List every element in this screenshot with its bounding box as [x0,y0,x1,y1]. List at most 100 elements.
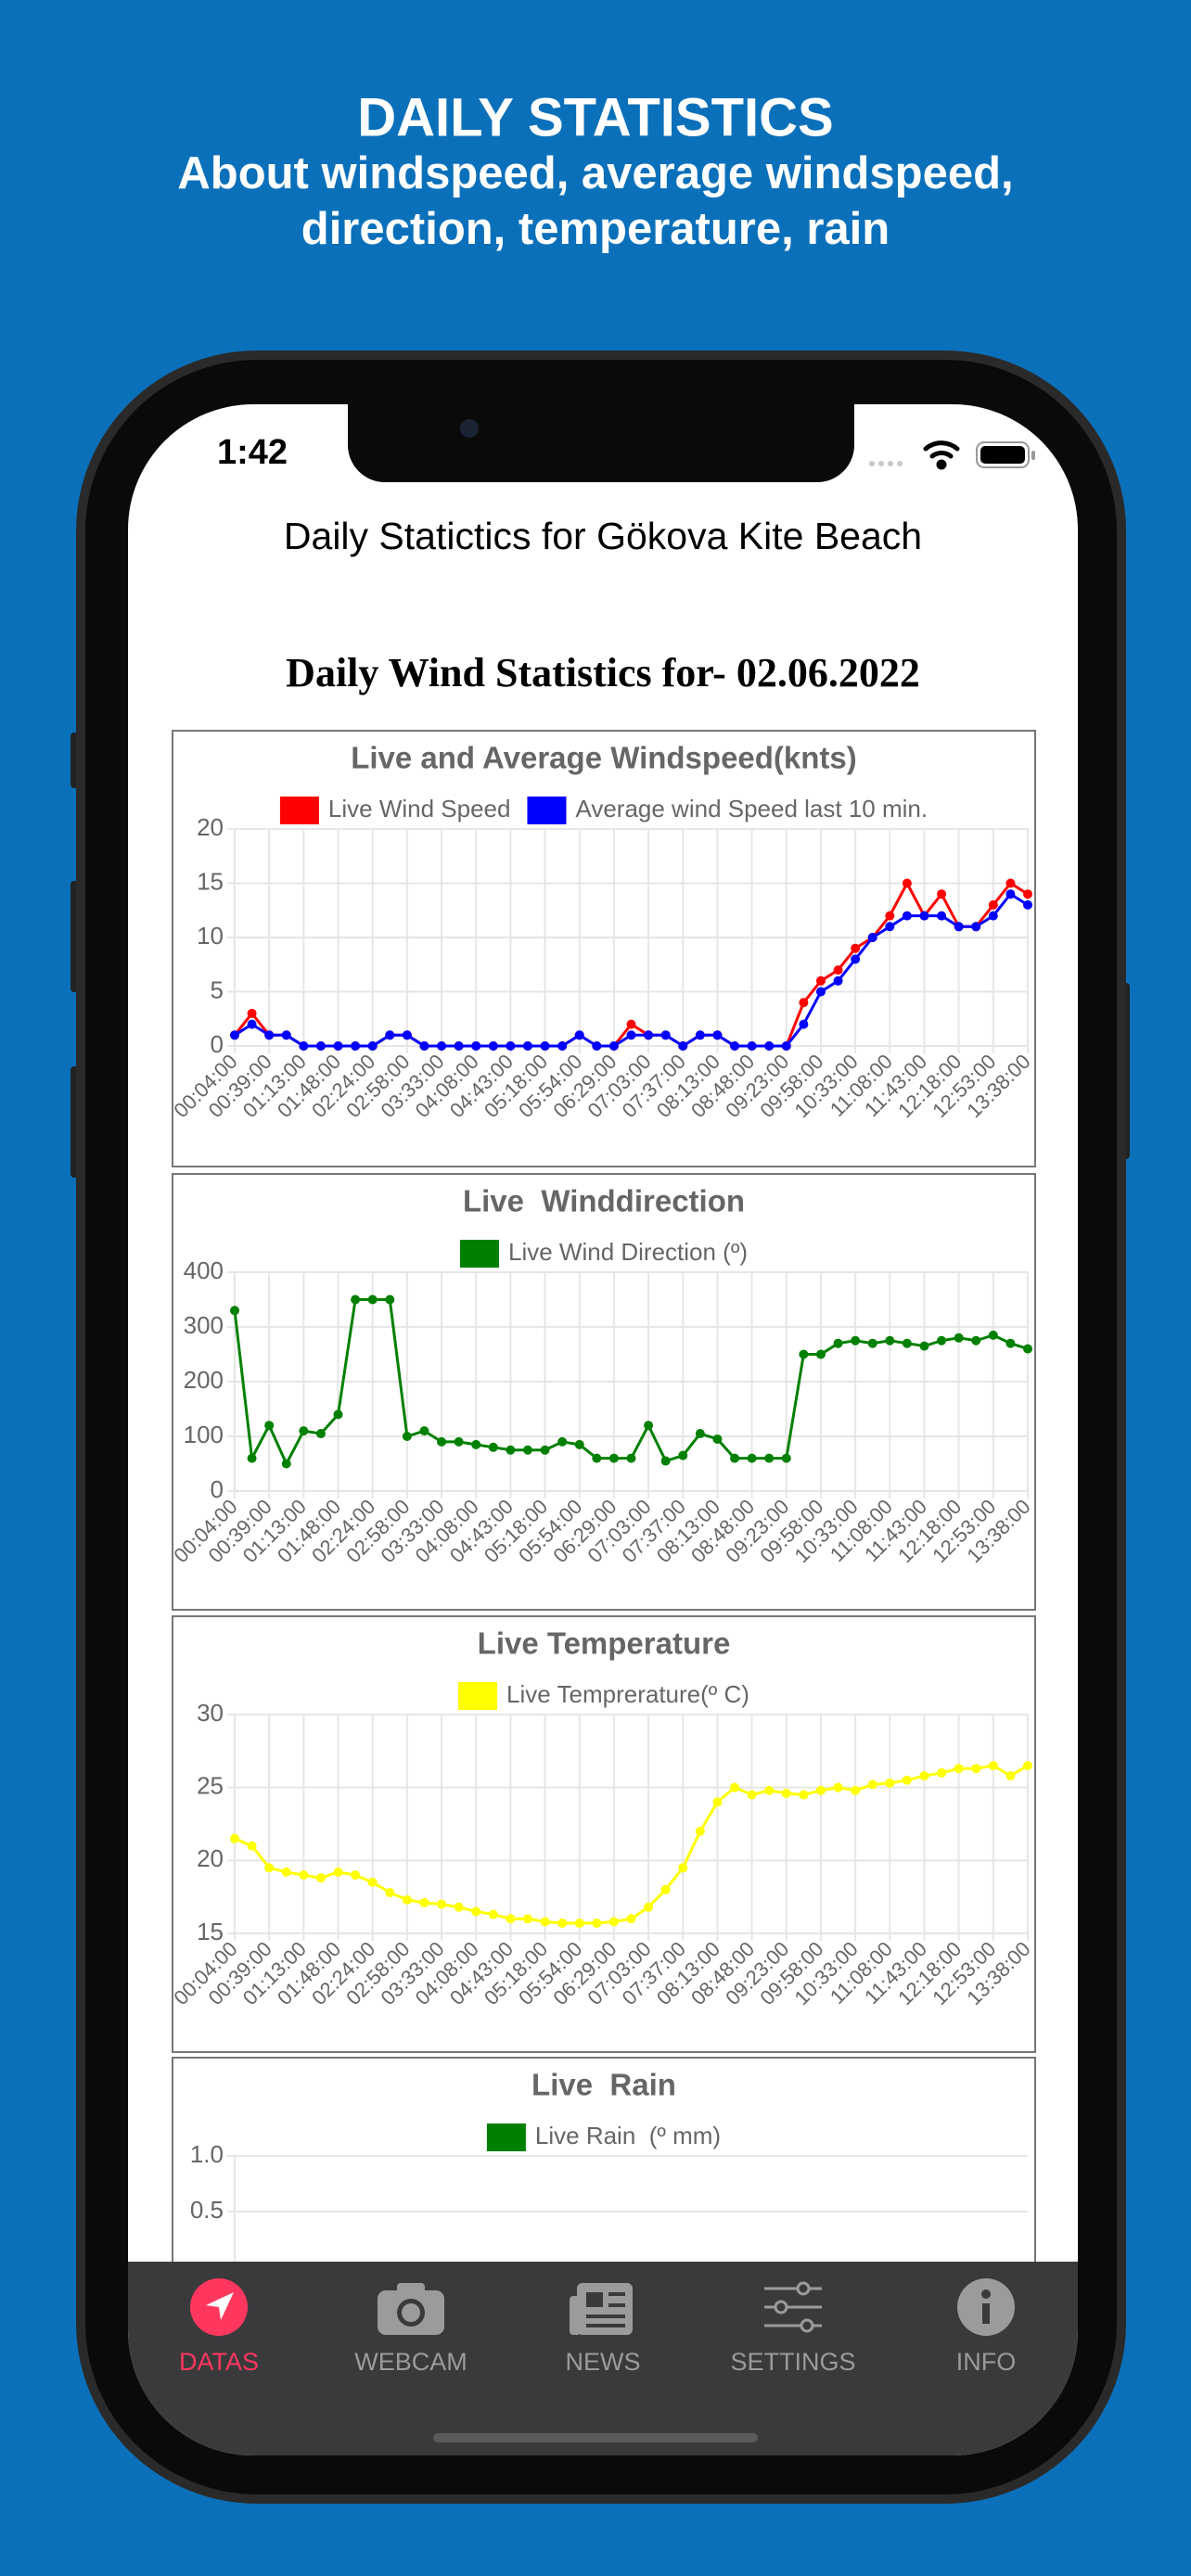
data-point [815,1785,826,1795]
signal-dot [869,461,875,466]
data-point [902,1338,912,1348]
data-point [1005,878,1016,888]
data-point [574,1918,584,1928]
data-point [540,1917,550,1927]
icon [586,2315,625,2318]
data-point [660,1030,671,1040]
data-point [1005,889,1016,899]
data-point [678,1041,688,1051]
data-point [299,1426,309,1436]
data-point [730,1453,740,1463]
tab-label[interactable]: WEBCAM [354,2348,467,2376]
data-point [471,1041,481,1051]
chart-title: Live Rain [531,2068,676,2102]
data-point [851,954,861,964]
data-point [351,1294,361,1305]
tab-icon-info[interactable] [957,2278,1015,2336]
chart: Live Winddirection Live Wind Direction (º… [169,1173,1036,1611]
data-point [574,1439,584,1449]
data-point [885,922,895,932]
y-tick-label: 30 [197,1699,224,1727]
chart: Live Temperature Live Temprerature(º C) 15… [169,1615,1036,2053]
data-point [574,1030,584,1040]
data-point [954,1764,964,1774]
data-point [885,1778,895,1788]
legend: Live Rain (º mm) [486,2122,721,2151]
icon [796,2281,811,2296]
data-point [592,1041,602,1051]
data-point [315,1041,326,1051]
data-point [299,1041,309,1051]
data-point [747,1790,757,1800]
tab-label[interactable]: SETTINGS [730,2348,855,2376]
data-point [1023,1761,1032,1771]
data-point [315,1873,326,1883]
data-point [747,1453,757,1463]
data-point [971,1335,981,1345]
signal-dot [888,461,893,466]
icon [402,2303,420,2322]
icon [608,2292,625,2296]
tab-label[interactable]: DATAS [179,2348,259,2376]
data-point [506,1914,516,1924]
icon [981,2289,991,2299]
data-point [402,1894,412,1905]
battery-level [980,446,1025,464]
y-tick-label: 0 [211,1030,224,1058]
icon [982,2303,990,2324]
data-point [351,1870,361,1881]
icon [586,2292,603,2307]
icon [586,2324,625,2327]
battery-cap [1031,451,1035,460]
tab-icon-webcam[interactable] [378,2283,444,2335]
data-point [506,1445,516,1455]
tab-label[interactable]: NEWS [566,2348,641,2376]
data-point [626,1914,636,1924]
wifi-arc [929,451,954,459]
data-point [333,1041,343,1051]
data-point [781,1788,791,1798]
data-point [937,911,947,921]
home-indicator [433,2433,758,2442]
legend-swatch [527,797,567,824]
tab-label[interactable]: INFO [956,2348,1017,2376]
data-point [833,1338,843,1348]
screen-content: Daily Statictics for Gökova Kite Beach D… [128,404,1078,2455]
data-point [385,1030,395,1040]
data-point [851,1335,861,1345]
legend: Live Wind Direction (º) [459,1238,748,1268]
data-point [419,1041,429,1051]
chart-title: Live and Average Windspeed(knts) [351,741,857,775]
data-point [867,1779,877,1790]
data-point [522,1914,532,1924]
y-tick-label: 200 [184,1366,224,1394]
tab-icon-news[interactable] [570,2283,633,2335]
data-point [885,911,895,921]
signal-dot [878,461,884,466]
data-point [247,1008,257,1018]
data-point [695,1030,705,1040]
data-point [488,1442,498,1452]
data-point [247,1453,257,1463]
data-point [902,1775,912,1785]
y-tick-label: 10 [197,922,224,950]
data-point [781,1041,791,1051]
data-point [264,1421,275,1431]
data-point [851,943,861,953]
data-point [419,1426,429,1436]
tab-icon-settings[interactable] [764,2281,822,2333]
data-point [299,1870,309,1881]
data-point [626,1453,636,1463]
data-point [833,1782,843,1792]
data-point [454,1902,464,1912]
data-point [644,1421,654,1431]
data-point [557,1041,568,1051]
data-point [437,1436,447,1447]
y-tick-label: 0 [211,1475,224,1503]
data-point [1023,1344,1032,1354]
tab-icon-datas[interactable] [190,2278,248,2336]
legend-label: Live Wind Direction (º) [508,1238,748,1266]
data-point [799,998,809,1008]
signal-dot [897,461,903,466]
data-point [919,1341,929,1351]
